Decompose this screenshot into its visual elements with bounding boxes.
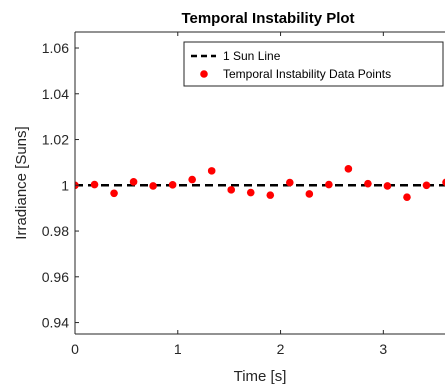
data-point (422, 181, 431, 190)
data-point (246, 188, 255, 197)
legend-label-data-points: Temporal Instability Data Points (223, 67, 391, 81)
y-tick-label: 0.98 (42, 223, 69, 239)
y-tick-label: 0.96 (42, 269, 69, 285)
x-tick-label: 2 (277, 341, 285, 357)
data-point (110, 189, 118, 198)
x-ticks: 0 1 2 3 (71, 32, 387, 357)
plot-area (75, 165, 445, 201)
data-point (188, 175, 196, 184)
data-points (75, 165, 445, 201)
x-tick-label: 3 (379, 341, 387, 357)
x-tick-label: 1 (174, 341, 182, 357)
data-point (383, 182, 392, 190)
y-ticks: 0.94 0.96 0.98 1 1.02 1.04 1.06 (42, 40, 79, 331)
axes: 0 1 2 3 0.94 0.96 0.98 1 1.02 1.04 1.06 (42, 31, 445, 357)
data-point (90, 180, 99, 189)
data-point (286, 178, 294, 187)
data-point (364, 179, 372, 188)
data-point (227, 186, 236, 194)
y-tick-label: 1.04 (42, 86, 69, 102)
legend-box (183, 41, 444, 87)
data-point (168, 181, 177, 189)
x-tick-label: 0 (71, 341, 79, 357)
data-point (129, 178, 138, 186)
data-point (344, 165, 353, 173)
data-point (207, 167, 216, 175)
y-tick-label: 0.94 (42, 315, 69, 331)
data-point (149, 182, 157, 190)
data-point (442, 178, 445, 186)
data-point (403, 193, 411, 201)
legend-label-sun-line: 1 Sun Line (223, 49, 281, 63)
y-tick-label: 1.06 (42, 40, 69, 56)
chart-title: Temporal Instability Plot (181, 10, 354, 27)
data-point (325, 180, 333, 189)
legend: 1 Sun Line Temporal Instability Data Poi… (183, 41, 444, 87)
y-axis-label: Irradiance [Suns] (13, 126, 30, 239)
y-tick-label: 1.02 (42, 132, 69, 148)
data-point (266, 191, 275, 199)
x-axis-label: Time [s] (234, 368, 287, 385)
y-tick-label: 1 (61, 177, 69, 193)
data-point (305, 190, 314, 198)
legend-point-swatch (200, 70, 208, 78)
